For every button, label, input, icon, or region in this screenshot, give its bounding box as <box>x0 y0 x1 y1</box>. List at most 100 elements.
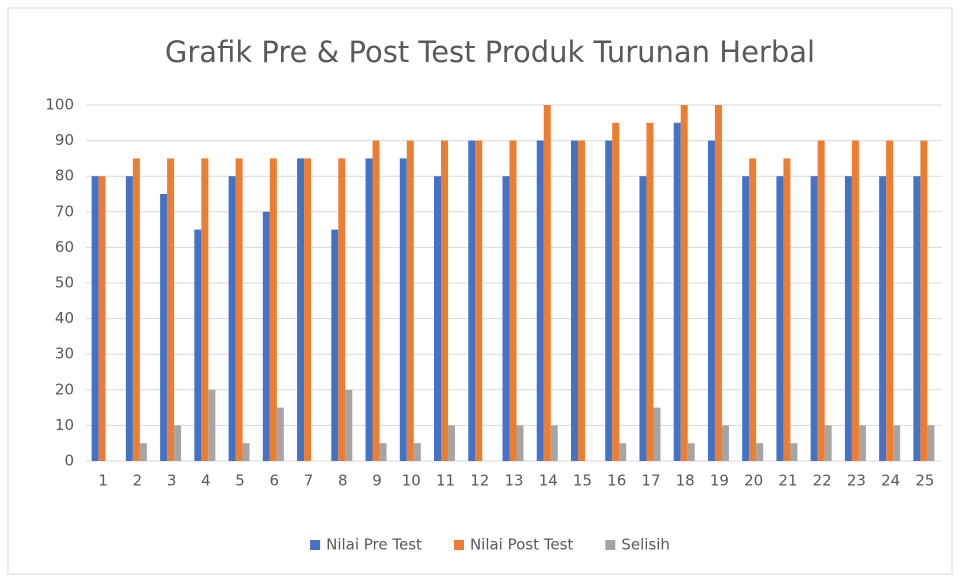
x-tick-label: 15 <box>573 472 592 490</box>
x-tick-label: 12 <box>470 472 489 490</box>
x-tick-label: 9 <box>372 472 382 490</box>
bar <box>338 158 346 461</box>
bar <box>639 176 647 461</box>
bar <box>536 140 544 461</box>
x-tick-label: 5 <box>235 472 245 490</box>
bar <box>776 176 784 461</box>
bar <box>783 158 791 461</box>
legend-label: Nilai Pre Test <box>326 536 422 554</box>
y-tick-label: 100 <box>45 96 74 114</box>
bar <box>619 443 627 461</box>
bar <box>345 389 353 461</box>
bar <box>276 407 284 461</box>
x-tick-label: 22 <box>813 472 832 490</box>
bar <box>132 158 140 461</box>
x-tick-label: 23 <box>847 472 866 490</box>
legend-swatch <box>453 540 464 550</box>
y-tick-label: 50 <box>55 274 74 292</box>
bar <box>468 140 476 461</box>
bar <box>448 425 456 461</box>
bar <box>502 176 510 461</box>
bar <box>235 158 243 461</box>
bar <box>893 425 901 461</box>
x-tick-label: 18 <box>676 472 695 490</box>
x-tick-label: 19 <box>710 472 729 490</box>
bar <box>262 211 270 461</box>
bar <box>441 140 449 461</box>
bar <box>160 194 168 461</box>
x-tick-label: 16 <box>607 472 626 490</box>
bar <box>810 176 818 461</box>
y-tick-label: 0 <box>64 452 74 470</box>
x-tick-label: 11 <box>436 472 455 490</box>
bar <box>297 158 305 461</box>
x-tick-label: 25 <box>915 472 934 490</box>
y-tick-label: 80 <box>55 167 74 185</box>
bar <box>167 158 175 461</box>
bar <box>749 158 757 461</box>
bar <box>434 176 442 461</box>
bar <box>742 176 750 461</box>
x-tick-label: 17 <box>641 472 660 490</box>
bar <box>269 158 277 461</box>
x-tick-label: 4 <box>201 472 211 490</box>
bar <box>844 176 852 461</box>
bar <box>331 229 339 461</box>
x-tick-label: 14 <box>539 472 558 490</box>
x-tick-label: 21 <box>778 472 797 490</box>
x-tick-label: 3 <box>167 472 177 490</box>
y-tick-label: 30 <box>55 345 74 363</box>
y-tick-label: 20 <box>55 380 74 398</box>
bar <box>125 176 133 461</box>
bar <box>612 122 620 462</box>
y-tick-label: 70 <box>55 202 74 220</box>
x-tick-label: 10 <box>402 472 421 490</box>
bar <box>646 122 654 462</box>
legend-label: Selisih <box>621 536 670 554</box>
bar <box>304 158 312 461</box>
x-tick-label: 2 <box>133 472 143 490</box>
legend-swatch <box>605 540 616 550</box>
bar <box>228 176 236 461</box>
bar <box>509 140 517 461</box>
bar <box>824 425 832 461</box>
bar <box>550 425 558 461</box>
bar <box>543 105 551 461</box>
bar <box>174 425 182 461</box>
bar <box>920 140 928 461</box>
bar <box>516 425 524 461</box>
bar <box>673 122 681 462</box>
bar <box>372 140 380 461</box>
bar <box>653 407 661 461</box>
bar <box>139 443 147 461</box>
chart-title: Grafik Pre & Post Test Produk Turunan He… <box>165 35 815 69</box>
bar <box>913 176 921 461</box>
bar <box>577 140 585 461</box>
bar <box>208 389 216 461</box>
bar <box>365 158 373 461</box>
bar <box>714 105 722 461</box>
bar <box>817 140 825 461</box>
bar <box>756 443 764 461</box>
bar <box>242 443 250 461</box>
x-tick-label: 1 <box>98 472 108 490</box>
bar <box>790 443 798 461</box>
bar <box>406 140 414 461</box>
bar <box>98 176 106 461</box>
bar <box>858 425 866 461</box>
bar <box>399 158 407 461</box>
x-tick-label: 13 <box>504 472 523 490</box>
bar <box>91 176 99 461</box>
legend-swatch <box>310 540 321 550</box>
y-tick-label: 40 <box>55 309 74 327</box>
legend-label: Nilai Post Test <box>470 536 573 554</box>
bar <box>851 140 859 461</box>
bar <box>194 229 202 461</box>
x-tick-label: 7 <box>304 472 314 490</box>
bar <box>886 140 894 461</box>
y-tick-label: 90 <box>55 131 74 149</box>
bar <box>927 425 935 461</box>
bar <box>605 140 613 461</box>
bar <box>721 425 729 461</box>
